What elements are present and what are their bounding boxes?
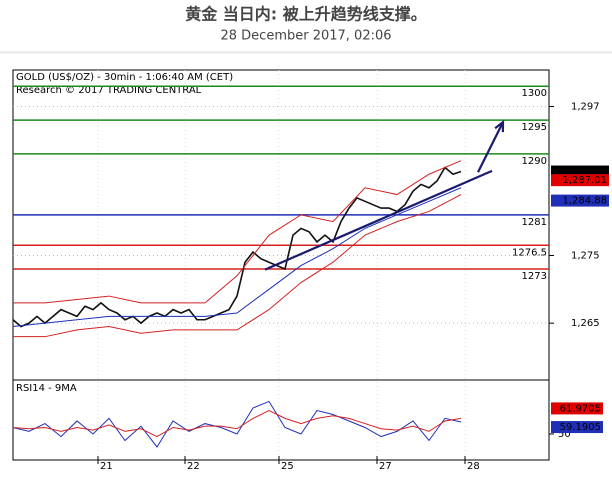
arrow: [477, 121, 504, 173]
chart-subtitle: Research © 2017 TRADING CENTRAL: [16, 85, 202, 96]
price-label-box: [551, 194, 609, 207]
y-tick-label: 1,297: [571, 102, 600, 113]
rsi-line: [12, 410, 462, 438]
price-label: 1,284.88: [562, 196, 607, 207]
x-tick-label: 25: [281, 461, 294, 472]
x-tick-label: 28: [467, 461, 480, 472]
rsi-label-box: [551, 421, 603, 434]
level-label: 1290: [522, 156, 547, 167]
x-tick-label: 21: [100, 461, 113, 472]
level-label: 1295: [522, 122, 547, 133]
series-line: [12, 166, 462, 328]
page-title: 黄金 当日内: 被上升趋势线支撑。: [185, 5, 427, 24]
separator: [0, 51, 612, 54]
rsi-tick-label: 50: [558, 429, 571, 440]
level-label: 1281: [522, 217, 547, 228]
rsi-label: 61.9705: [560, 403, 601, 414]
rsi-label-box: [551, 402, 603, 415]
rsi-label: 59.1905: [560, 422, 601, 433]
level-label: 1276.5: [512, 247, 547, 258]
price-label: 1,287.4: [569, 167, 607, 178]
y-tick-label: 1,275: [571, 250, 600, 261]
level-label: 1273: [522, 271, 547, 282]
x-tick-label: 22: [187, 461, 200, 472]
level-label: 1300: [522, 88, 547, 99]
rsi-line: [12, 400, 462, 448]
series-line: [13, 194, 462, 338]
trendline: [264, 169, 493, 271]
price-label-box: [551, 174, 609, 187]
rsi-title: RSI14 - 9MA: [16, 383, 77, 394]
x-tick-label: 27: [379, 461, 392, 472]
arrow-head: [494, 119, 505, 133]
series-line: [12, 187, 462, 328]
page-subtitle: 28 December 2017, 02:06: [220, 29, 391, 44]
plot-frame: [12, 69, 550, 461]
chart-title: GOLD (US$/OZ) - 30min - 1:06:40 AM (CET): [16, 72, 233, 83]
series-line: [13, 160, 462, 304]
price-label: 1,287.01: [562, 175, 607, 186]
y-tick-label: 1,265: [571, 318, 600, 329]
